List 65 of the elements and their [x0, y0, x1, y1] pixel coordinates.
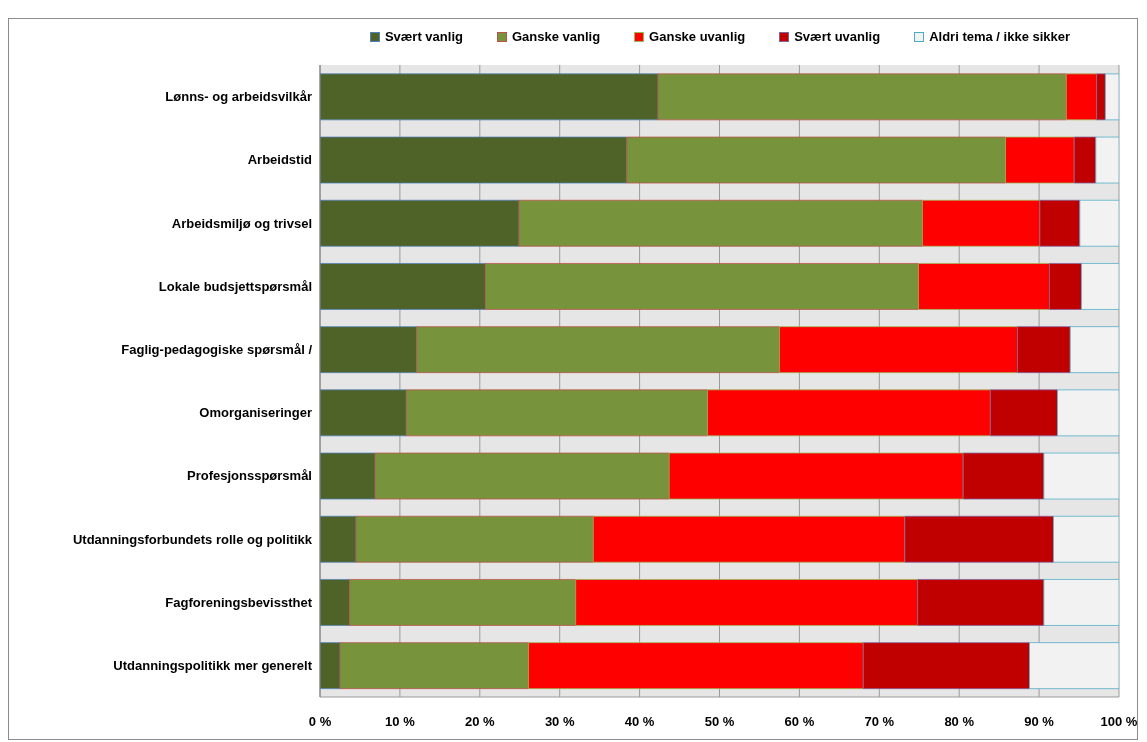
x-tick-label: 100 % [1100, 714, 1138, 730]
bar [320, 515, 357, 563]
x-tick-label: 80 % [944, 714, 975, 730]
x-tick-label: 40 % [624, 714, 655, 730]
bar [1049, 263, 1082, 310]
legend-label: Ganske uvanlig [649, 29, 746, 44]
x-tick-label: 90 % [1024, 714, 1055, 730]
y-tick-label: Arbeidstid [247, 152, 313, 168]
x-tick-label: 20 % [464, 714, 496, 730]
y-tick-label: Utdanningspolitikk mer generelt [113, 658, 313, 674]
y-tick-label: Profesjonsspørsmål [187, 468, 312, 484]
y-tick-label: Faglig-pedagogiske spørsmål / [121, 342, 313, 358]
bar [1005, 136, 1075, 184]
bar [962, 452, 1045, 500]
legend-label: Aldri tema / ikke sikker [929, 29, 1071, 44]
bar [1073, 136, 1097, 184]
bar [1096, 73, 1106, 121]
bar [528, 642, 864, 690]
bar [1039, 199, 1081, 247]
bar [518, 199, 923, 247]
bar [917, 579, 1045, 626]
bar [1065, 73, 1098, 121]
y-tick-label: Omorganiseringer [199, 405, 312, 421]
bar [320, 136, 628, 184]
bar [320, 73, 659, 121]
bar [320, 199, 520, 247]
bar [405, 389, 708, 437]
y-tick-label: Utdanningsforbundets rolle og politikk [72, 531, 313, 547]
x-tick-label: 30 % [544, 714, 575, 730]
bar [904, 515, 1054, 563]
bar [989, 389, 1058, 437]
bar [779, 326, 1018, 374]
y-tick-label: Lokale budsjettspørsmål [158, 278, 312, 294]
y-tick-label: Arbeidsmiljø og trivsel [171, 215, 312, 231]
bar [668, 452, 964, 500]
bar [918, 263, 1050, 310]
bar [626, 136, 1006, 184]
bar [320, 263, 486, 310]
bar [339, 642, 529, 690]
x-tick-label: 10 % [385, 714, 416, 730]
bar [922, 199, 1041, 247]
x-tick-label: 50 % [704, 714, 735, 730]
x-tick-label: 70 % [864, 714, 895, 730]
bar [707, 389, 991, 437]
bar [320, 579, 350, 626]
bar [355, 515, 594, 563]
bar [862, 642, 1030, 690]
bar [320, 452, 376, 500]
legend-label: Ganske vanlig [511, 29, 601, 44]
bar [592, 515, 906, 563]
bar [374, 452, 670, 500]
y-tick-label: Lønns- og arbeidsvilkår [165, 89, 312, 105]
x-tick-label: 0 % [308, 714, 332, 730]
bar [416, 326, 780, 374]
bar [575, 579, 919, 626]
bar [320, 389, 407, 437]
bar [1017, 326, 1071, 374]
bar [349, 579, 577, 626]
y-tick-label: Fagforeningsbevissthet [165, 594, 313, 610]
bar [657, 73, 1067, 121]
bar [485, 263, 919, 310]
legend-label: Svært uvanlig [794, 29, 881, 44]
x-tick-label: 60 % [784, 714, 815, 730]
legend-label: Svært vanlig [384, 29, 463, 44]
bar [320, 326, 418, 374]
